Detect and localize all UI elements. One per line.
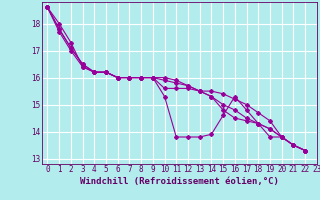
X-axis label: Windchill (Refroidissement éolien,°C): Windchill (Refroidissement éolien,°C) (80, 177, 279, 186)
